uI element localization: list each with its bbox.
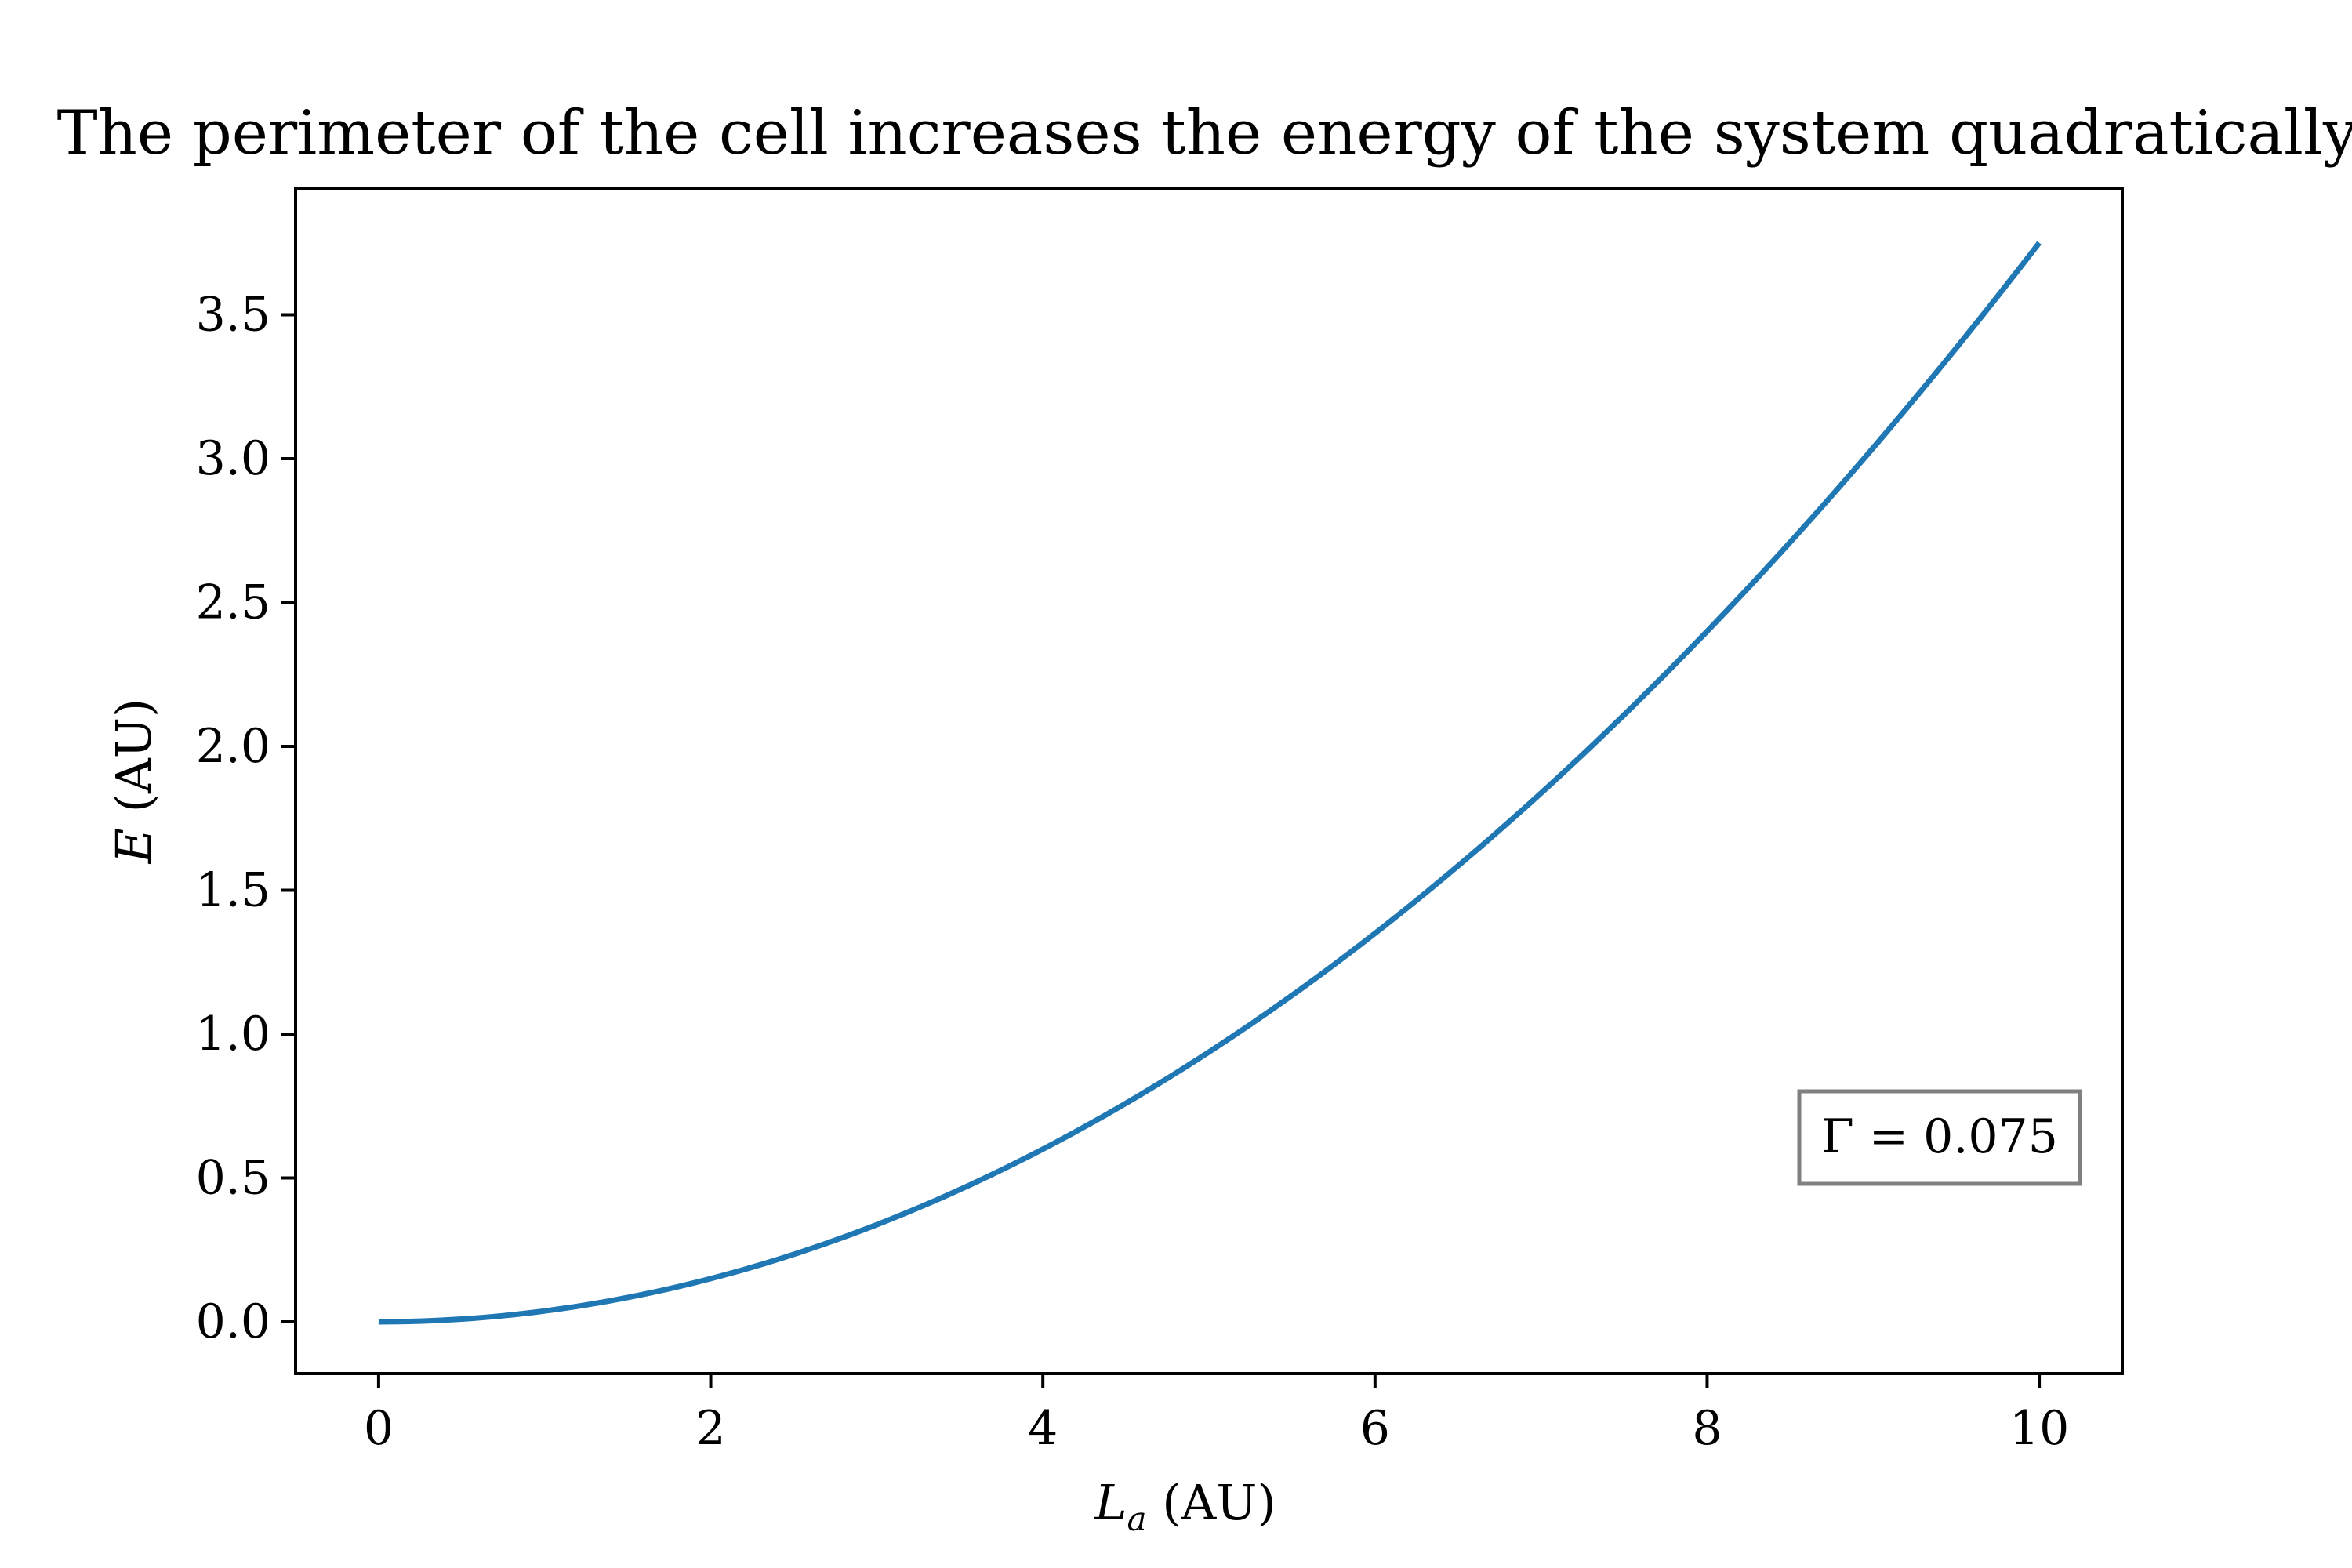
x-axis: 0 2 4 6 8 10 [364,1374,2069,1456]
y-tick-label: 0.5 [196,1150,270,1205]
y-tick-label: 1.0 [196,1007,270,1062]
chart-title: The perimeter of the cell increases the … [57,98,2352,169]
x-tick-label: 6 [1360,1401,1390,1456]
y-tick-label: 3.5 [196,287,270,342]
x-tick-label: 2 [695,1401,725,1456]
annotation-text: Γ = 0.075 [1821,1109,2058,1164]
x-tick-label: 0 [364,1401,394,1456]
x-axis-label-main: L [1094,1474,1127,1531]
x-axis-label: La (AU) [1094,1474,1276,1538]
plot-frame [294,187,2124,1375]
y-tick-label: 0.0 [196,1294,270,1349]
y-axis-label-unit: (AU) [105,699,162,828]
x-tick-label: 4 [1028,1401,1058,1456]
x-tick-label: 10 [2009,1401,2069,1456]
y-axis: 0.0 0.5 1.0 1.5 2.0 2.5 3.0 3.5 [196,287,296,1349]
y-axis-label: E (AU) [105,699,162,864]
x-axis-label-subscript: a [1127,1500,1147,1538]
y-tick-label: 2.0 [196,719,270,774]
x-axis-label-unit: (AU) [1147,1474,1276,1531]
plot-area [378,241,2042,1325]
y-tick-label: 3.0 [196,431,270,486]
annotation-box: Γ = 0.075 [1797,1089,2082,1186]
x-tick-label: 8 [1692,1401,1722,1456]
series-line-1 [378,241,2042,1325]
y-axis-label-main: E [105,828,162,864]
y-tick-label: 2.5 [196,575,270,630]
y-tick-label: 1.5 [196,862,270,917]
annotation-border [1797,1089,2082,1186]
